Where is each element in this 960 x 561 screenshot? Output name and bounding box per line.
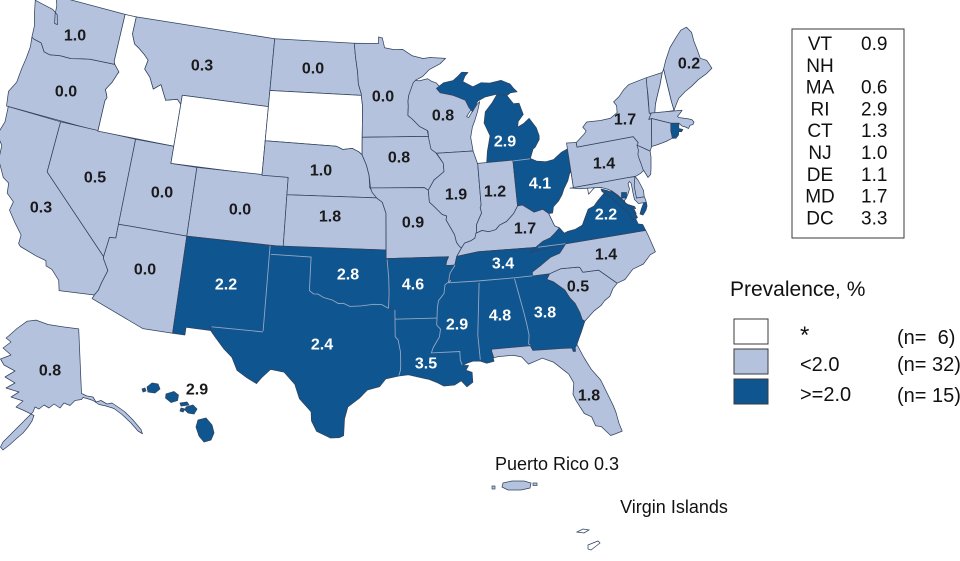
svg-text:1.1: 1.1	[861, 165, 887, 186]
svg-text:VT: VT	[808, 34, 833, 55]
svg-text:2.2: 2.2	[215, 277, 237, 294]
svg-text:1.4: 1.4	[595, 247, 617, 264]
svg-text:Puerto Rico 0.3: Puerto Rico 0.3	[495, 454, 619, 474]
svg-text:1.9: 1.9	[445, 187, 467, 204]
svg-text:4.1: 4.1	[529, 176, 551, 193]
svg-text:1.8: 1.8	[578, 388, 600, 405]
svg-text:(n= 6): (n= 6)	[897, 327, 955, 349]
svg-text:3.5: 3.5	[415, 356, 437, 373]
svg-text:0.5: 0.5	[567, 279, 589, 296]
svg-text:1.3: 1.3	[861, 121, 887, 142]
svg-text:4.6: 4.6	[402, 277, 424, 294]
svg-text:CT: CT	[807, 121, 833, 142]
svg-text:1.0: 1.0	[64, 28, 86, 45]
svg-text:NH: NH	[806, 56, 833, 77]
svg-text:Virgin Islands: Virgin Islands	[620, 497, 728, 517]
svg-text:0.0: 0.0	[302, 61, 324, 78]
svg-text:1.7: 1.7	[861, 187, 887, 208]
svg-text:2.9: 2.9	[861, 99, 887, 120]
svg-text:0.9: 0.9	[861, 34, 887, 55]
svg-text:0.8: 0.8	[432, 108, 454, 125]
svg-text:0.6: 0.6	[861, 78, 887, 99]
svg-text:0.2: 0.2	[678, 56, 700, 73]
svg-text:0.5: 0.5	[84, 170, 106, 187]
svg-text:Prevalence, %: Prevalence, %	[730, 278, 865, 301]
svg-text:1.7: 1.7	[614, 112, 636, 129]
svg-text:1.0: 1.0	[861, 143, 887, 164]
svg-text:<2.0: <2.0	[800, 354, 839, 376]
svg-text:0.0: 0.0	[229, 202, 251, 219]
svg-text:MA: MA	[806, 78, 835, 99]
svg-text:1.0: 1.0	[310, 163, 332, 180]
svg-text:0.0: 0.0	[134, 262, 156, 279]
svg-text:2.4: 2.4	[311, 337, 333, 354]
svg-text:MD: MD	[805, 187, 835, 208]
svg-text:1.7: 1.7	[514, 221, 536, 238]
svg-text:0.3: 0.3	[30, 200, 52, 217]
svg-text:0.3: 0.3	[191, 58, 213, 75]
svg-text:NJ: NJ	[808, 143, 831, 164]
svg-text:1.8: 1.8	[319, 209, 341, 226]
svg-text:0.0: 0.0	[151, 185, 173, 202]
svg-text:0.0: 0.0	[55, 84, 77, 101]
svg-text:(n= 32): (n= 32)	[897, 354, 960, 376]
svg-text:0.9: 0.9	[402, 215, 424, 232]
svg-text:2.2: 2.2	[595, 207, 617, 224]
svg-text:1.4: 1.4	[593, 156, 615, 173]
svg-text:2.9: 2.9	[494, 134, 516, 151]
svg-text:>=2.0: >=2.0	[800, 384, 851, 406]
svg-text:2.8: 2.8	[337, 267, 359, 284]
svg-text:(n= 15): (n= 15)	[897, 385, 960, 407]
svg-text:3.4: 3.4	[492, 256, 514, 273]
svg-text:2.9: 2.9	[446, 317, 468, 334]
svg-text:0.0: 0.0	[372, 89, 394, 106]
svg-text:1.2: 1.2	[484, 184, 506, 201]
svg-text:DE: DE	[807, 165, 833, 186]
svg-text:0.8: 0.8	[39, 363, 61, 380]
svg-text:3.3: 3.3	[861, 208, 887, 229]
svg-text:RI: RI	[811, 99, 830, 120]
svg-text:2.9: 2.9	[186, 382, 208, 399]
svg-text:0.8: 0.8	[388, 150, 410, 167]
svg-text:4.8: 4.8	[489, 308, 511, 325]
svg-text:3.8: 3.8	[534, 305, 556, 322]
svg-text:*: *	[800, 322, 809, 349]
svg-text:DC: DC	[806, 208, 833, 229]
